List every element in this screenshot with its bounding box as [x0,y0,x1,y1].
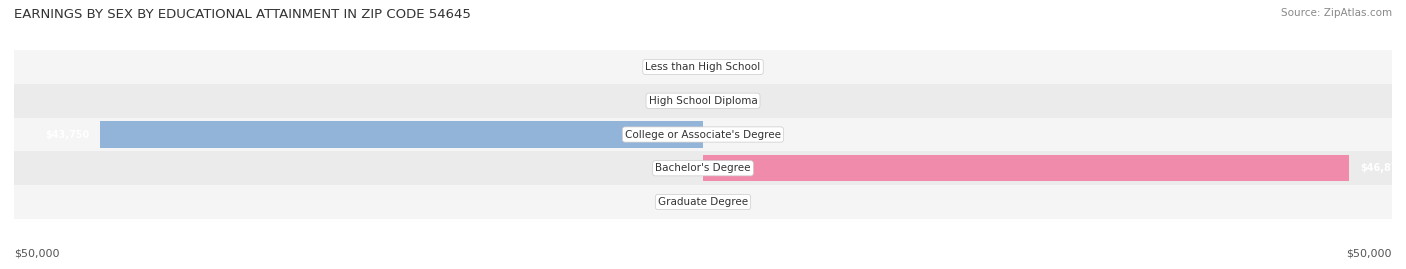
Text: High School Diploma: High School Diploma [648,96,758,106]
Text: Less than High School: Less than High School [645,62,761,72]
Text: $0: $0 [724,197,735,207]
Text: Source: ZipAtlas.com: Source: ZipAtlas.com [1281,8,1392,18]
Text: $0: $0 [671,62,682,72]
Text: $0: $0 [724,62,735,72]
Text: EARNINGS BY SEX BY EDUCATIONAL ATTAINMENT IN ZIP CODE 54645: EARNINGS BY SEX BY EDUCATIONAL ATTAINMEN… [14,8,471,21]
Bar [703,155,1348,181]
Bar [14,185,1392,219]
Bar [100,121,703,148]
Bar [14,118,1392,151]
Text: $0: $0 [724,129,735,140]
Text: $50,000: $50,000 [14,248,59,258]
Text: $50,000: $50,000 [1347,248,1392,258]
Text: $43,750: $43,750 [45,129,89,140]
Text: Bachelor's Degree: Bachelor's Degree [655,163,751,173]
Text: Graduate Degree: Graduate Degree [658,197,748,207]
Bar [14,50,1392,84]
Text: $46,875: $46,875 [1360,163,1405,173]
Text: $0: $0 [671,197,682,207]
Text: $0: $0 [724,96,735,106]
Text: College or Associate's Degree: College or Associate's Degree [626,129,780,140]
Bar [14,84,1392,118]
Text: $0: $0 [671,96,682,106]
Text: $0: $0 [671,163,682,173]
Bar [14,151,1392,185]
